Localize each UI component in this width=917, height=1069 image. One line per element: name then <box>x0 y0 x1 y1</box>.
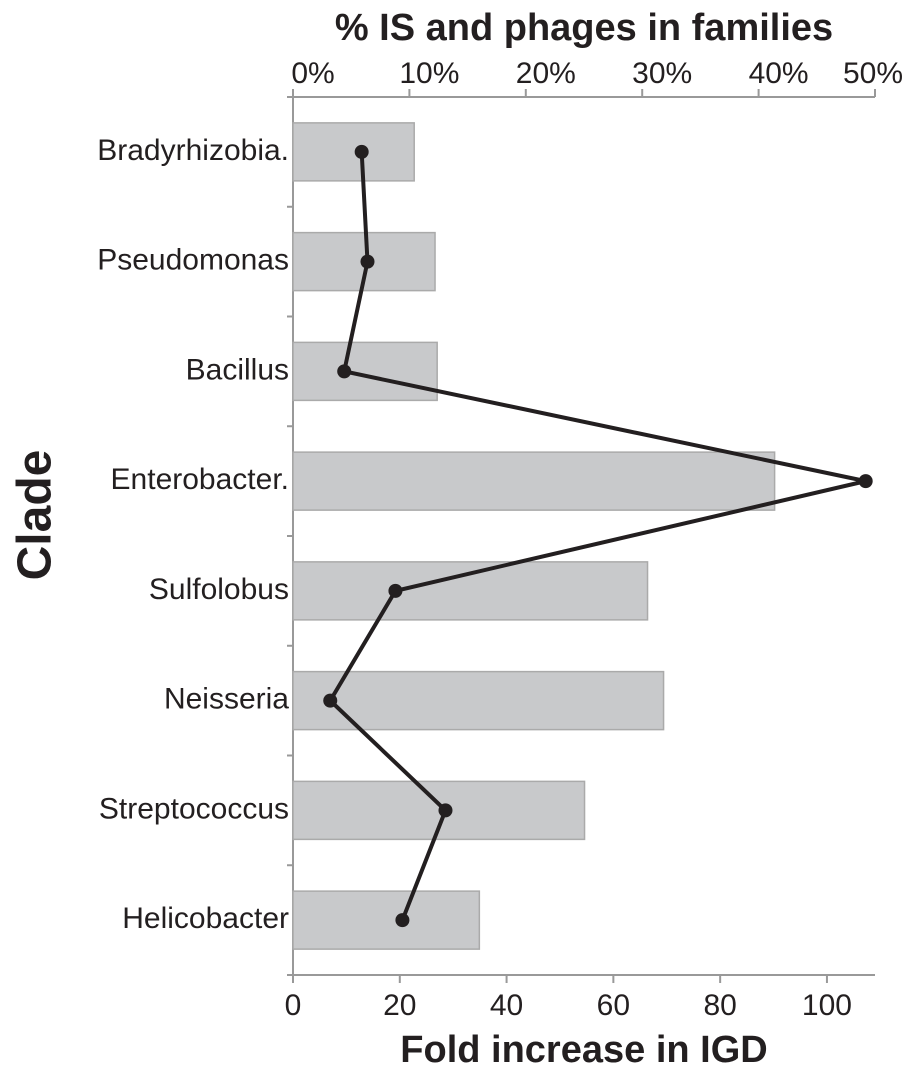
point <box>323 693 338 708</box>
y-tick-label: Streptococcus <box>99 792 289 825</box>
point <box>360 254 375 269</box>
x2-tick-label: 0% <box>291 57 334 90</box>
x2-tick-label: 20% <box>516 57 576 90</box>
x2-tick-label: 50% <box>843 57 903 90</box>
point <box>395 913 410 928</box>
point <box>858 474 873 489</box>
bar <box>292 890 481 950</box>
y-tick-label: Neisseria <box>164 683 289 716</box>
x-tick-label: 100 <box>802 989 852 1022</box>
x-tick-label: 20 <box>383 989 416 1022</box>
y-tick-label: Helicobacter <box>122 902 289 935</box>
y-tick-label: Bacillus <box>186 353 289 386</box>
x-tick-label: 80 <box>703 989 736 1022</box>
y-tick-label: Enterobacter. <box>111 463 289 496</box>
bar <box>292 561 649 621</box>
y-tick-label: Pseudomonas <box>97 244 289 277</box>
x-tick-label: 0 <box>285 989 302 1022</box>
point <box>388 583 403 598</box>
x-axis-title: Fold increase in IGD <box>400 1029 767 1069</box>
bar <box>292 451 776 511</box>
bar <box>292 670 665 731</box>
x-tick-label: 40 <box>490 989 523 1022</box>
bar <box>292 122 415 182</box>
y-axis-title: Clade <box>9 450 62 581</box>
y-tick-label: Bradyrhizobia. <box>97 134 289 167</box>
x-tick-label: 60 <box>597 989 630 1022</box>
x2-tick-label: 10% <box>399 57 459 90</box>
y-tick-label: Sulfolobus <box>149 573 289 606</box>
x2-axis-title: % IS and phages in families <box>335 7 833 49</box>
bar <box>292 341 438 402</box>
point <box>354 144 369 159</box>
x2-tick-label: 30% <box>632 57 692 90</box>
point <box>337 364 352 379</box>
point <box>438 803 453 818</box>
x2-tick-label: 40% <box>749 57 809 90</box>
line <box>327 151 867 921</box>
